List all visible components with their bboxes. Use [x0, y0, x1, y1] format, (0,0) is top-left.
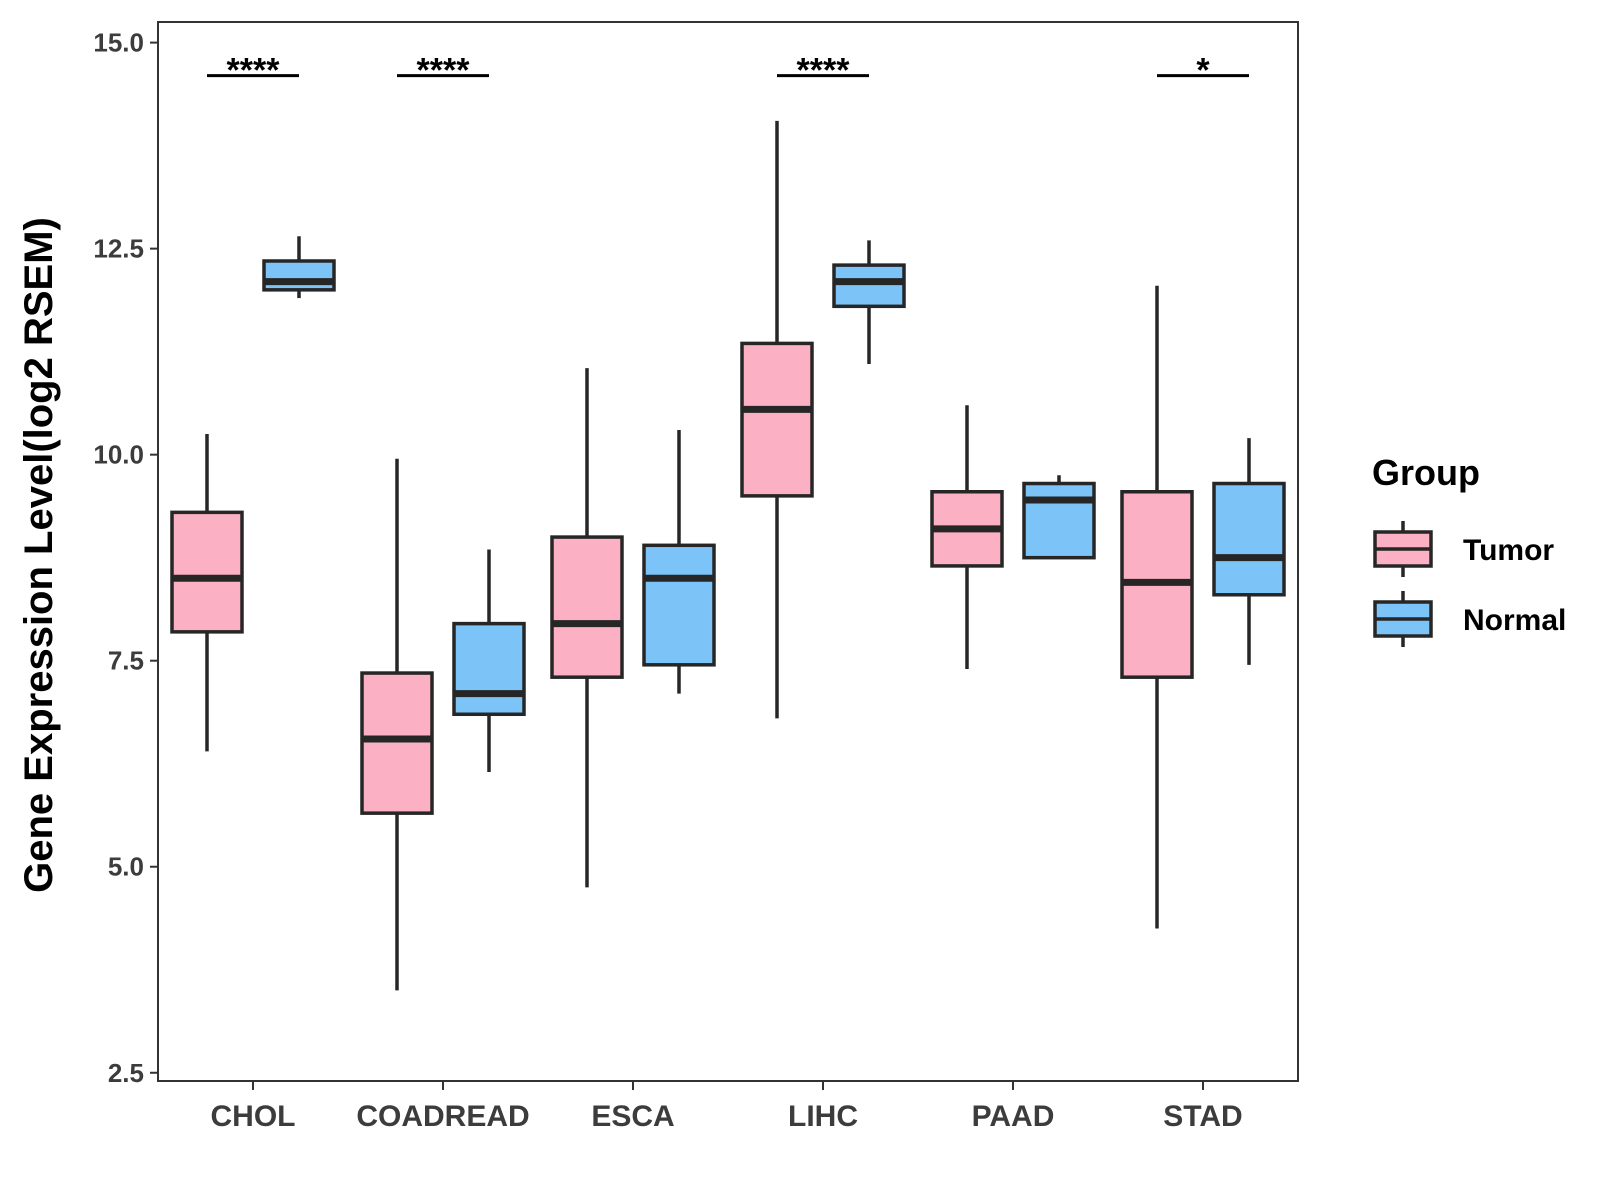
box-normal-coadread — [452, 549, 526, 772]
box-normal-chol — [262, 236, 336, 299]
y-tick-label: 7.5 — [108, 646, 144, 676]
significance-label-coadread: **** — [417, 52, 471, 90]
box-tumor-lihc — [740, 120, 814, 719]
box-normal-lihc — [832, 240, 906, 365]
y-tick-label: 15.0 — [93, 28, 144, 58]
legend-item-tumor: Tumor — [1373, 521, 1554, 577]
legend-label-tumor: Tumor — [1463, 534, 1554, 567]
y-tick-label: 12.5 — [93, 234, 144, 264]
box-normal-stad — [1212, 438, 1286, 665]
box-body-tumor-coadread — [360, 671, 434, 815]
box-body-tumor-lihc — [740, 341, 814, 498]
legend-title: Group — [1372, 452, 1480, 493]
box-body-normal-lihc — [832, 263, 906, 309]
x-tick-label-esca: ESCA — [591, 1100, 674, 1133]
box-body-normal-esca — [642, 543, 716, 667]
y-tick-label: 5.0 — [108, 852, 144, 882]
box-tumor-coadread — [360, 458, 434, 991]
box-body-normal-coadread — [452, 621, 526, 717]
plot-border — [157, 21, 1299, 1082]
box-body-tumor-esca — [550, 535, 624, 679]
significance-label-stad: * — [1196, 52, 1210, 90]
box-body-normal-stad — [1212, 481, 1286, 597]
x-tick-label-stad: STAD — [1163, 1100, 1242, 1133]
box-tumor-paad — [930, 405, 1004, 669]
box-tumor-esca — [550, 368, 624, 888]
significance-label-chol: **** — [227, 52, 281, 90]
y-tick-label: 2.5 — [108, 1058, 144, 1088]
box-normal-esca — [642, 429, 716, 694]
legend-label-normal: Normal — [1463, 604, 1566, 637]
plot-area: 2.5 5.0 7.5 10.0 12.5 15.0 CHOL COADREAD ESCA LIH… — [93, 21, 1299, 1133]
box-body-normal-paad — [1022, 481, 1096, 560]
significance-label-lihc: **** — [797, 52, 851, 90]
legend-item-normal: Normal — [1373, 591, 1566, 647]
x-tick-label-chol: CHOL — [211, 1100, 296, 1133]
box-tumor-stad — [1120, 285, 1194, 929]
x-tick-label-paad: PAAD — [972, 1100, 1055, 1133]
box-tumor-chol — [170, 434, 244, 752]
x-tick-label-coadread: COADREAD — [356, 1100, 529, 1133]
box-body-normal-chol — [262, 259, 336, 292]
legend: Group Tumor Normal — [1372, 452, 1566, 647]
box-normal-paad — [1022, 475, 1096, 560]
y-axis-title: Gene Expression Level(log2 RSEM) — [17, 217, 61, 893]
x-tick-label-lihc: LIHC — [788, 1100, 858, 1133]
box-body-tumor-chol — [170, 510, 244, 634]
y-tick-label: 10.0 — [93, 440, 144, 470]
